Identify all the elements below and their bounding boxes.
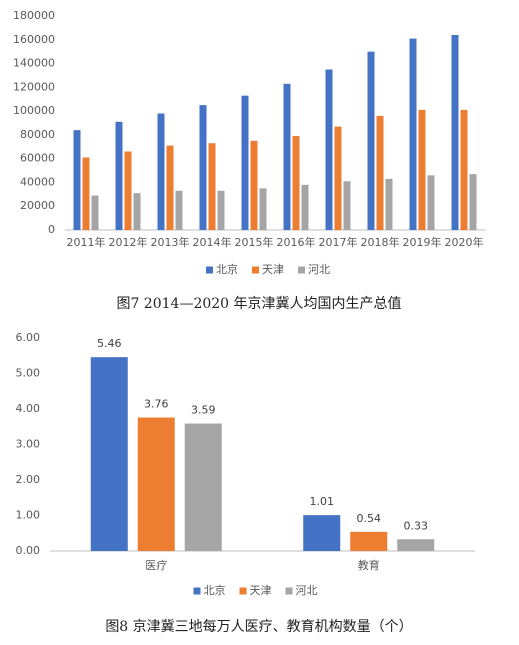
legend-label: 河北 xyxy=(296,584,318,597)
y-tick-label: 0.00 xyxy=(16,544,41,557)
y-tick-label: 140000 xyxy=(13,57,55,70)
y-tick-label: 2.00 xyxy=(16,473,41,486)
y-tick-label: 80000 xyxy=(20,128,55,141)
legend-swatch xyxy=(298,266,305,274)
x-tick-label: 2011年 xyxy=(67,235,106,249)
x-tick-label: 医疗 xyxy=(145,558,167,572)
chart-caption: 图8 京津冀三地每万人医疗、教育机构数量（个） xyxy=(105,619,412,635)
bar xyxy=(199,105,207,230)
legend-label: 北京 xyxy=(216,262,238,276)
x-tick-label: 2013年 xyxy=(151,235,190,249)
bar xyxy=(451,35,459,231)
value-label: 0.33 xyxy=(404,519,429,532)
bar xyxy=(91,195,99,230)
y-tick-label: 60000 xyxy=(20,152,55,165)
y-tick-label: 6.00 xyxy=(16,331,41,344)
bar xyxy=(292,136,300,230)
y-tick-label: 0 xyxy=(48,223,55,236)
bar xyxy=(166,145,174,230)
bar xyxy=(397,539,435,551)
bar xyxy=(367,51,375,230)
bar xyxy=(208,143,216,230)
x-tick-label: 2016年 xyxy=(277,235,316,249)
x-tick-label: 2018年 xyxy=(361,235,400,249)
legend-label: 天津 xyxy=(262,263,284,276)
bar xyxy=(343,181,351,230)
value-label: 0.54 xyxy=(357,512,382,525)
y-tick-label: 4.00 xyxy=(16,402,41,415)
y-tick-label: 40000 xyxy=(20,175,55,188)
chart-caption: 图7 2014—2020 年京津冀人均国内生产总值 xyxy=(116,296,401,312)
y-tick-label: 1.00 xyxy=(16,509,41,522)
y-tick-label: 120000 xyxy=(13,80,55,93)
bar xyxy=(73,130,81,230)
legend-swatch xyxy=(193,587,201,595)
x-tick-label: 2019年 xyxy=(403,235,442,249)
y-tick-label: 180000 xyxy=(13,9,55,22)
bar xyxy=(124,151,132,230)
bar xyxy=(157,113,165,230)
legend-swatch xyxy=(285,587,293,595)
y-tick-label: 3.00 xyxy=(16,438,41,451)
value-label: 3.76 xyxy=(144,398,169,411)
bar xyxy=(460,109,468,230)
bar xyxy=(469,174,477,230)
legend-swatch xyxy=(239,587,247,595)
bar xyxy=(184,423,222,551)
y-tick-label: 5.00 xyxy=(16,367,41,380)
x-tick-label: 2012年 xyxy=(109,235,148,249)
bar xyxy=(334,126,342,230)
x-tick-label: 2015年 xyxy=(235,235,274,249)
value-label: 5.46 xyxy=(97,337,122,350)
x-tick-label: 2014年 xyxy=(193,235,232,249)
bar xyxy=(418,109,426,230)
bar xyxy=(90,357,128,551)
bar xyxy=(303,515,341,551)
bar xyxy=(301,184,309,230)
bar xyxy=(241,95,249,231)
bar xyxy=(133,193,141,230)
legend-label: 天津 xyxy=(250,584,272,597)
x-tick-label: 2017年 xyxy=(319,235,358,249)
bar xyxy=(409,38,417,230)
bar xyxy=(427,175,435,230)
bar xyxy=(283,83,291,231)
bar xyxy=(385,178,393,230)
x-tick-label: 教育 xyxy=(358,558,380,572)
bar xyxy=(217,190,225,230)
bar xyxy=(175,190,183,230)
legend-label: 北京 xyxy=(204,583,226,597)
legend-swatch xyxy=(206,266,213,274)
y-tick-label: 20000 xyxy=(20,199,55,212)
x-tick-label: 2020年 xyxy=(445,235,484,249)
bar xyxy=(376,115,384,230)
bar xyxy=(350,531,388,551)
legend-swatch xyxy=(252,266,259,274)
value-label: 3.59 xyxy=(191,404,216,417)
legend-label: 河北 xyxy=(308,263,330,276)
bar xyxy=(137,417,175,551)
bar xyxy=(325,69,333,230)
bar xyxy=(259,188,267,230)
bar xyxy=(82,157,90,230)
bar xyxy=(250,140,258,230)
y-tick-label: 100000 xyxy=(13,104,55,117)
y-tick-label: 160000 xyxy=(13,33,55,46)
bar xyxy=(115,121,123,230)
value-label: 1.01 xyxy=(310,495,335,508)
